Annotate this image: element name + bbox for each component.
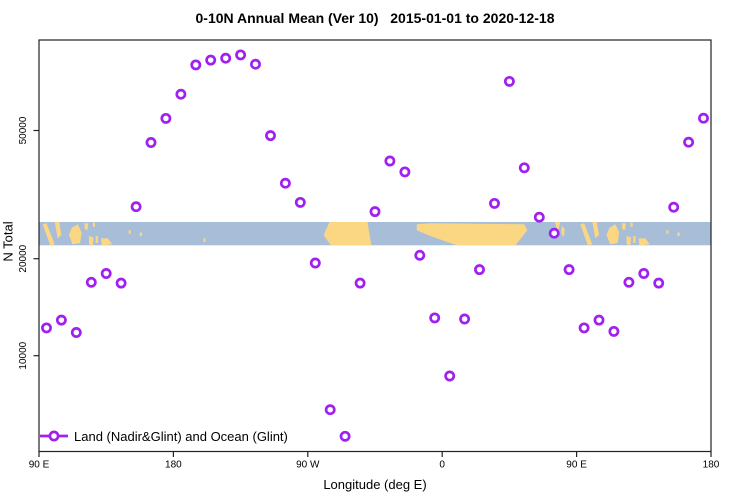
data-point [41, 322, 52, 334]
land-borneo [68, 224, 82, 245]
data-point [429, 312, 441, 324]
data-point [145, 137, 157, 148]
land-mindanao [622, 223, 626, 231]
land-halmahera [95, 236, 98, 243]
land-caroline-speck [666, 230, 669, 234]
data-point [698, 112, 709, 124]
land-sumatra [580, 223, 593, 246]
land-new-guinea-coast [638, 238, 650, 246]
data-point [70, 327, 82, 338]
plot-border [38, 39, 712, 453]
data-point [578, 322, 590, 334]
land-south-america [324, 222, 372, 246]
data-point [384, 155, 396, 167]
x-axis-tick-label: 0 [439, 460, 445, 471]
data-point [444, 370, 456, 382]
data-point [279, 177, 291, 189]
data-point [85, 276, 97, 288]
data-point [548, 227, 560, 239]
data-point [518, 162, 530, 174]
data-point [265, 130, 276, 142]
x-axis-label: Longitude (deg E) [323, 477, 427, 492]
x-axis-tick-label: 90 E [566, 460, 587, 471]
x-axis-tick-label: 180 [165, 460, 182, 471]
x-axis-tick-label: 180 [703, 460, 720, 471]
data-point [235, 49, 247, 61]
data-point [160, 112, 172, 124]
data-point [563, 264, 575, 276]
map-band [39, 221, 711, 246]
land-new-guinea-coast [101, 238, 113, 246]
data-point [683, 136, 695, 148]
legend-label: Land (Nadir&Glint) and Ocean (Glint) [74, 428, 288, 444]
data-point [593, 314, 605, 326]
legend: Land (Nadir&Glint) and Ocean (Glint) [39, 428, 288, 444]
data-point [489, 197, 500, 209]
land-malay-peninsula [592, 222, 599, 239]
data-point [190, 59, 202, 71]
land-pacific-atoll [203, 238, 206, 242]
land-india-tip [554, 222, 561, 233]
data-point [100, 268, 112, 279]
land-africa [416, 223, 528, 246]
y-axis-tick-label: 50000 [18, 116, 29, 144]
land-luzon-speck [630, 222, 633, 227]
land-mindanao [84, 223, 89, 231]
data-point [533, 211, 545, 223]
data-point [309, 257, 321, 269]
y-axis-tick-label: 20000 [18, 244, 29, 272]
data-point [294, 196, 306, 208]
land-borneo [606, 224, 620, 245]
land-caroline-speck [128, 230, 131, 234]
land-caroline-speck-2 [677, 232, 680, 236]
data-point [623, 276, 635, 288]
land-halmahera [633, 236, 636, 243]
land-luzon-speck [92, 222, 95, 227]
land-caroline-speck-2 [139, 232, 142, 236]
legend-marker-icon [40, 430, 68, 442]
data-point [354, 277, 366, 289]
land-sulawesi [626, 236, 632, 246]
data-point [399, 166, 411, 178]
y-axis-tick-label: 10000 [18, 341, 29, 369]
data-point [220, 52, 232, 64]
data-point [339, 430, 351, 442]
data-point [653, 277, 665, 289]
land-sumatra [42, 223, 55, 246]
x-axis-tick-label: 90 W [296, 460, 320, 471]
data-point [175, 88, 187, 100]
data-point [324, 404, 336, 416]
y-axis-label: N Total [0, 221, 16, 262]
data-point [608, 325, 620, 337]
data-point [205, 54, 217, 66]
data-point [414, 249, 426, 261]
land-malay-peninsula [54, 222, 62, 239]
data-point [474, 264, 485, 276]
data-point [459, 313, 471, 325]
land-sulawesi [89, 236, 94, 246]
ocean-strip [39, 221, 711, 246]
data-points [41, 49, 709, 442]
data-point [369, 206, 381, 218]
data-point [503, 75, 515, 87]
data-point [668, 201, 680, 213]
x-axis-tick-label: 90 E [29, 460, 50, 471]
data-point [250, 58, 261, 70]
data-point [115, 277, 127, 289]
data-point [55, 314, 67, 326]
land-sri-lanka [561, 225, 565, 238]
data-point [638, 268, 650, 279]
chart-title: 0-10N Annual Mean (Ver 10) 2015-01-01 to… [195, 10, 555, 26]
data-point [130, 201, 142, 213]
